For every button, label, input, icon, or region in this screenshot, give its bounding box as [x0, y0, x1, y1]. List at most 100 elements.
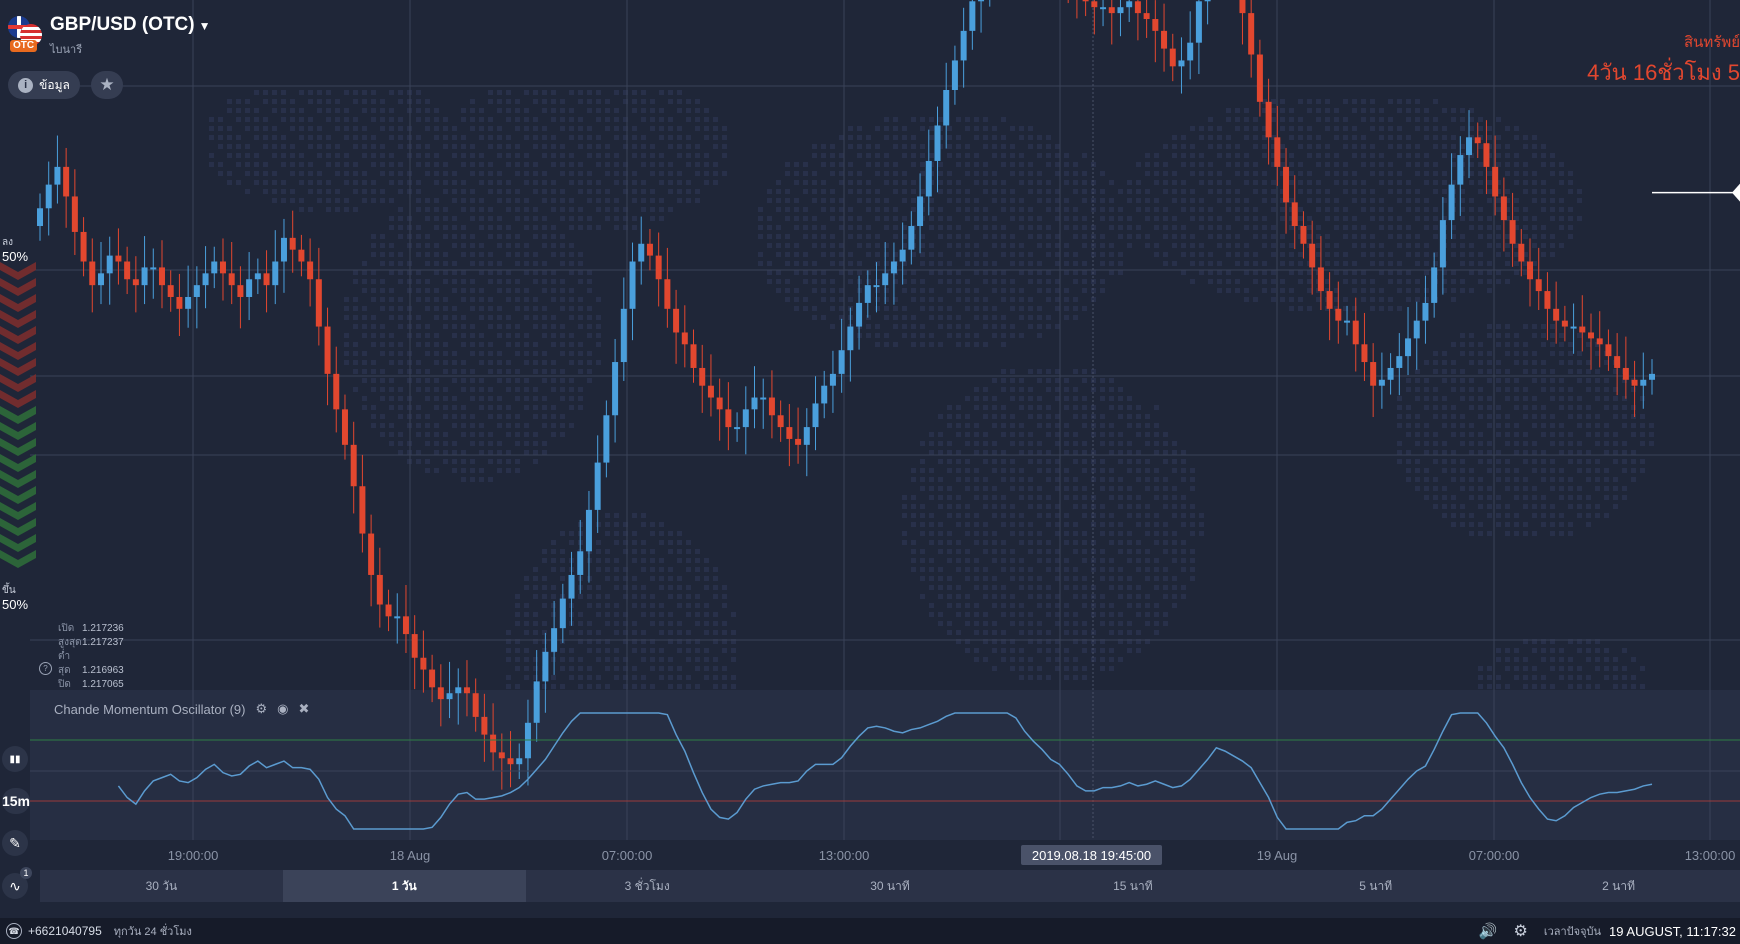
candle-body	[420, 657, 427, 670]
favorite-button[interactable]: ★	[91, 71, 123, 99]
asset-header[interactable]: OTC GBP/USD (OTC) ▼ ไบนารี	[8, 14, 211, 58]
candle-body	[106, 255, 113, 274]
candle-body	[699, 367, 706, 386]
candle-body	[838, 350, 845, 374]
sentiment-chevron	[0, 470, 36, 488]
chart-type-button[interactable]: ▮▮	[2, 746, 28, 772]
x-tick-label: 19:00:00	[167, 848, 219, 863]
candle-body	[533, 681, 540, 723]
candle-body	[115, 255, 122, 262]
candle-body	[751, 397, 758, 410]
candle-body	[341, 409, 348, 445]
timeframe-tab-30d[interactable]: 30 วัน	[145, 878, 178, 893]
candle-body	[1422, 302, 1429, 321]
candle-body	[1457, 155, 1464, 185]
candle-body	[350, 444, 357, 487]
timeframe-tab-2m[interactable]: 2 นาที	[1602, 878, 1636, 893]
candle-body	[1195, 1, 1202, 43]
chevron-down-icon[interactable]: ▼	[198, 19, 211, 33]
candle-body	[620, 308, 627, 363]
sentiment-chevron	[0, 374, 36, 392]
current-time: 19 AUGUST, 11:17:32	[1609, 923, 1736, 939]
sentiment-up-pct: 50%	[2, 597, 29, 612]
price-chart[interactable]	[0, 0, 1740, 918]
timeframe-tab-15m[interactable]: 15 นาที	[1113, 878, 1153, 893]
candle-body	[1570, 326, 1577, 329]
current-price-marker	[1732, 183, 1740, 202]
x-tick-label: 13:00:00	[1684, 848, 1736, 863]
sentiment-chevron	[0, 342, 36, 360]
candle-body	[1387, 367, 1394, 380]
candle-body	[446, 693, 453, 700]
candle-body	[1378, 379, 1385, 386]
phone-number: +6621040795	[28, 924, 102, 938]
help-icon[interactable]: ?	[39, 662, 52, 675]
candle-body	[664, 279, 671, 309]
timeframe-tab-30m[interactable]: 30 นาที	[870, 878, 910, 893]
sentiment-chevron	[0, 294, 36, 312]
candle-body	[568, 574, 575, 599]
candle-body	[768, 397, 775, 416]
timeframe-tab-5m[interactable]: 5 นาที	[1359, 878, 1393, 893]
sentiment-chevron	[0, 518, 36, 536]
x-tick-label: 19 Aug	[1256, 848, 1298, 863]
draw-button[interactable]: ✎	[2, 830, 28, 856]
candle-body	[969, 1, 976, 31]
info-button[interactable]: i ข้อมูล	[8, 71, 80, 99]
expiry-label: สินทรัพย์	[1683, 34, 1740, 51]
candle-body	[150, 267, 157, 270]
candle-body	[542, 651, 549, 682]
candle-body	[437, 687, 444, 700]
timeframe-tab-1d[interactable]: 1 วัน	[282, 870, 526, 902]
candle-body	[1492, 166, 1499, 197]
sentiment-chevron	[0, 358, 36, 376]
candle-body	[812, 403, 819, 428]
sentiment-chevron	[0, 422, 36, 440]
candle-body	[742, 409, 749, 428]
candle-body	[864, 285, 871, 303]
candle-body	[54, 166, 61, 185]
candle-body	[1561, 320, 1568, 327]
candle-body	[707, 385, 714, 398]
candle-body	[978, 0, 985, 2]
candle-body	[1544, 291, 1551, 309]
candle-body	[1291, 202, 1298, 227]
candle-body	[603, 415, 610, 463]
candle-body	[63, 166, 70, 197]
otc-badge: OTC	[10, 40, 38, 52]
volume-icon[interactable]: 🔊	[1478, 923, 1498, 940]
support-phone[interactable]: ☎ +6621040795	[6, 923, 102, 939]
candle-body	[681, 332, 688, 345]
candle-body	[925, 160, 932, 197]
candle-body	[385, 604, 392, 617]
candle-body	[1134, 1, 1141, 14]
candle-body	[368, 533, 375, 575]
x-tick-label: 18 Aug	[389, 848, 431, 863]
gear-icon[interactable]: ⚙	[255, 701, 268, 716]
candle-body	[185, 296, 192, 309]
ohlc-high: สูงสุด1.217237	[58, 637, 124, 648]
sentiment-chevron	[0, 454, 36, 472]
candle-body	[1309, 243, 1316, 268]
indicators-button[interactable]: ∿ 1	[2, 867, 32, 899]
candle-body	[237, 285, 244, 297]
timeframe-button[interactable]: 15m	[2, 788, 30, 814]
candle-body	[124, 261, 131, 280]
candle-body	[551, 628, 558, 652]
candle-body	[1622, 367, 1629, 380]
timeframe-tab-3h[interactable]: 3 ชั่วโมง	[624, 878, 670, 893]
candle-body	[1361, 344, 1368, 363]
sentiment-chevron	[0, 390, 36, 408]
close-icon[interactable]: ✖	[298, 701, 310, 716]
candle-body	[1439, 220, 1446, 268]
sentiment-chevron	[0, 502, 36, 520]
candle-body	[1248, 13, 1255, 55]
candle-body	[402, 616, 409, 635]
gear-icon[interactable]: ⚙	[1513, 923, 1528, 940]
candle-body	[716, 397, 723, 410]
x-tick-label: 13:00:00	[818, 848, 870, 863]
eye-icon[interactable]: ◉	[277, 701, 289, 716]
candle-body	[760, 397, 767, 400]
candle-body	[516, 758, 523, 765]
asset-title[interactable]: GBP/USD (OTC) ▼	[50, 14, 211, 36]
